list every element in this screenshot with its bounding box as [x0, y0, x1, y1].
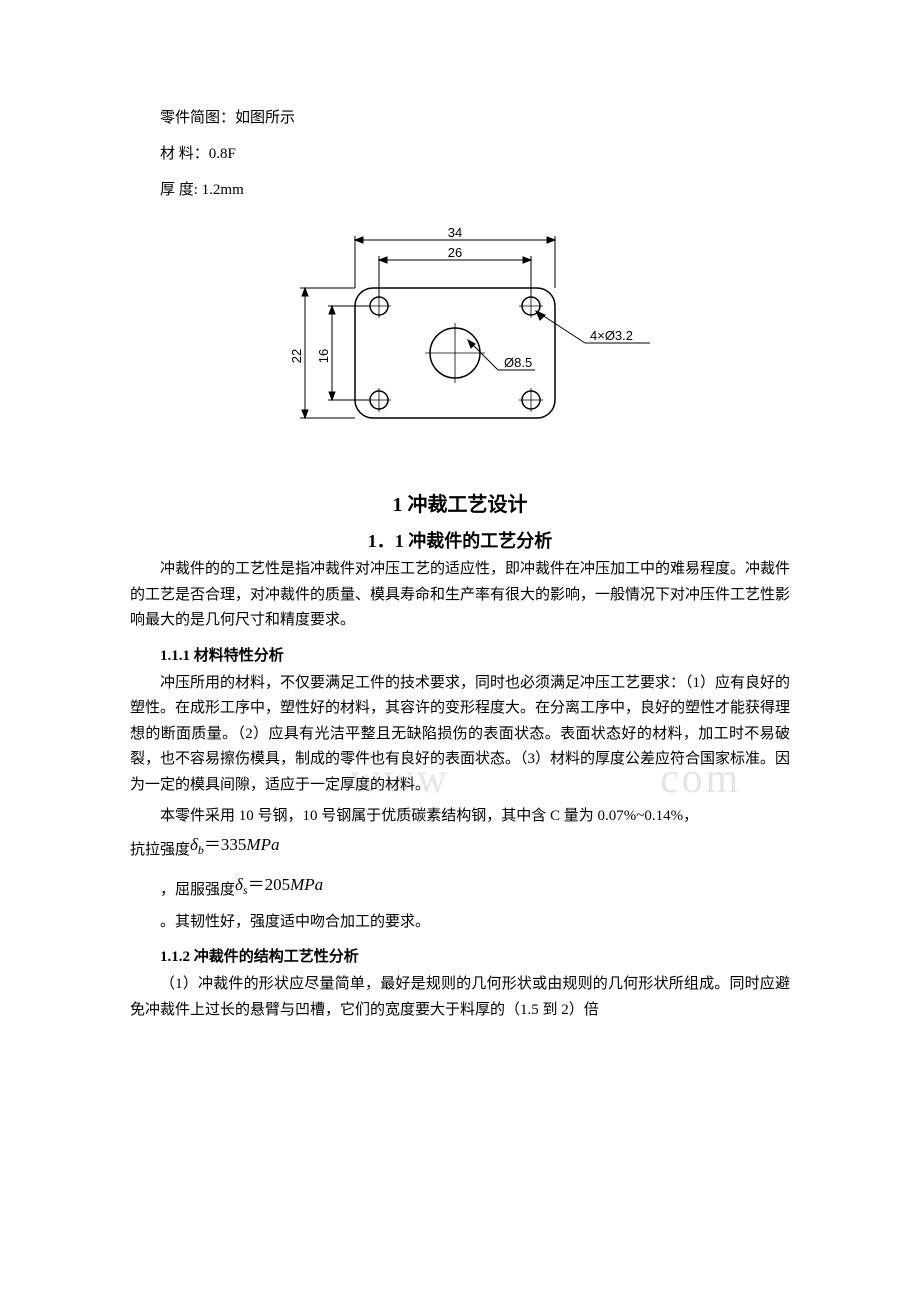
formula-tensile: 抗拉强度δb＝335MPa: [130, 830, 790, 864]
dim-center-hole: Ø8.5: [504, 355, 532, 370]
tensile-unit: MPa: [246, 835, 279, 854]
para-steel-intro: 本零件采用 10 号钢，10 号钢属于优质碳素结构钢，其中含 C 量为 0.07…: [130, 804, 790, 830]
dim-34: 34: [448, 228, 462, 240]
tensile-symbol: δ: [190, 835, 198, 854]
tensile-label: 抗拉强度: [130, 842, 190, 858]
yield-unit: MPa: [290, 875, 323, 894]
intro-line-3: 厚 度: 1.2mm: [130, 172, 790, 208]
heading-1-1-2: 1.1.2 冲裁件的结构工艺性分析: [130, 945, 790, 966]
dim-four-holes: 4×Ø3.2: [590, 328, 633, 343]
para-structure-1: （1）冲裁件的形状应尽量简单，最好是规则的几何形状或由规则的几何形状所组成。同时…: [130, 972, 790, 1023]
formula-yield: ，屈服强度δs＝205MPa: [130, 870, 790, 904]
yield-value: ＝205: [248, 875, 291, 894]
page-container: www com 零件简图：如图所示 材 料：0.8F 厚 度: 1.2mm: [130, 100, 790, 1023]
tensile-value: ＝335: [204, 835, 247, 854]
yield-symbol: δ: [235, 875, 243, 894]
intro-line-1: 零件简图：如图所示: [130, 100, 790, 136]
heading-1: 1 冲裁工艺设计: [130, 488, 790, 517]
para-material-reqs: 冲压所用的材料，不仅要满足工件的技术要求，同时也必须满足冲压工艺要求：（1）应有…: [130, 671, 790, 799]
heading-1-1-1: 1.1.1 材料特性分析: [130, 644, 790, 665]
heading-1-1: 1．1 冲裁件的工艺分析: [130, 527, 790, 553]
para-intro-process: 冲裁件的的工艺性是指冲裁件对冲压工艺的适应性，即冲裁件在冲压加工中的难易程度。冲…: [130, 557, 790, 634]
para-toughness: 。其韧性好，强度适中吻合加工的要求。: [130, 910, 790, 936]
dim-16: 16: [316, 349, 331, 363]
yield-label: ，屈服强度: [160, 882, 235, 898]
intro-line-2: 材 料：0.8F: [130, 136, 790, 172]
diagram-wrapper: 34 26 22: [130, 228, 790, 448]
dim-22: 22: [289, 349, 304, 363]
dim-26: 26: [448, 245, 462, 260]
engineering-diagram: 34 26 22: [250, 228, 670, 448]
